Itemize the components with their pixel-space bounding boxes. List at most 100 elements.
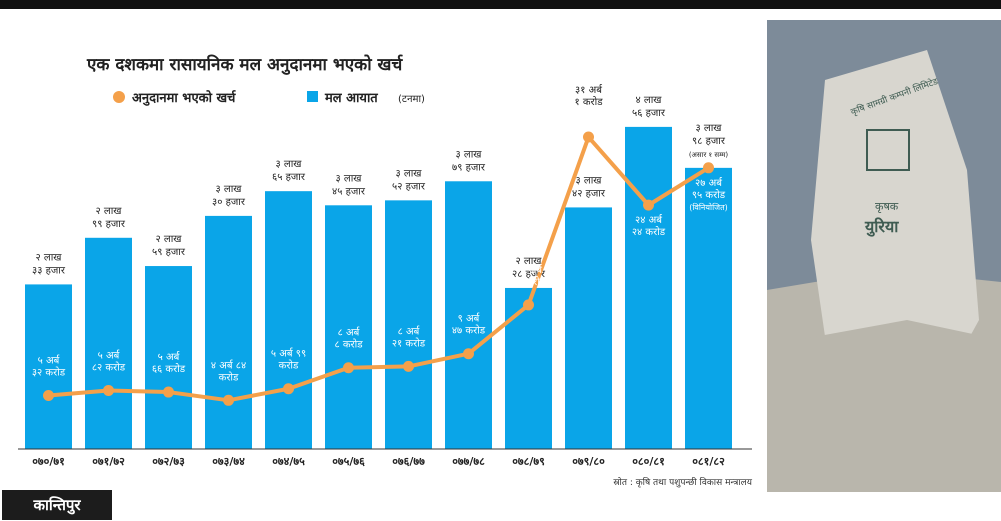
legend: अनुदानमा भएको खर्च मल आयात (टनमा) — [113, 90, 425, 106]
line-data-label: ८ अर्ब — [338, 327, 361, 339]
line-point — [343, 362, 354, 374]
legend-marker-bar — [307, 91, 318, 102]
bar — [205, 215, 252, 449]
bar-data-label: ३० हजार — [212, 197, 246, 208]
legend-label-line: अनुदानमा भएको खर्च — [132, 90, 236, 106]
line-data-label: करोड — [219, 371, 239, 383]
bar — [685, 167, 732, 450]
line-data-label: १ करोड — [574, 96, 603, 108]
line-data-label: ६६ करोड — [152, 363, 186, 375]
x-tick-label: ०७२/७३ — [152, 455, 185, 468]
line-data-label: ५ अर्ब — [158, 351, 181, 363]
line-data-label: ८२ करोड — [92, 361, 126, 373]
bar — [145, 266, 192, 449]
line-series-path — [48, 135, 710, 403]
bar-data-label: ७९ हजार — [452, 162, 486, 173]
bar-data-label: ३ लाख — [336, 173, 363, 184]
line-data-label: २१ करोड — [392, 337, 426, 349]
bar-data-label: ५९ हजार — [152, 247, 186, 258]
line-data-label: १४ अर्ब — [515, 264, 543, 276]
x-tick-label: ०७०/७१ — [32, 455, 65, 468]
line-point — [523, 299, 534, 311]
line-point — [43, 389, 54, 401]
bar — [625, 126, 672, 450]
bar-data-label: ६५ हजार — [272, 172, 306, 183]
line-data-label: ४७ करोड — [452, 325, 486, 337]
bar-data-label: ३ लाख — [276, 159, 303, 170]
line-data-label: ४ अर्ब ८४ — [211, 359, 246, 371]
sack-text-brand: कृषक — [875, 200, 899, 213]
sack-front — [787, 320, 1001, 492]
line-data-label: ९ अर्ब — [458, 313, 481, 325]
bar — [565, 207, 612, 449]
line-point — [283, 383, 294, 395]
line-point — [163, 386, 174, 398]
x-tick-label: ०७६/७७ — [392, 455, 425, 468]
line-data-label: ३१ अर्ब — [575, 84, 603, 96]
line-data-label: ९५ करोड — [692, 189, 726, 201]
brand-logo: कान्तिपुर — [2, 490, 112, 520]
x-tick-label: ०७१/७२ — [92, 455, 125, 468]
chart-marks: २ लाख ३३ हजार ०७०/७१ २ लाख ९९ हजार ०७१/७२ २ ला… — [18, 84, 752, 468]
bar-data-label: ५२ हजार — [392, 181, 426, 192]
bar-data-label: ४ लाख — [636, 95, 663, 106]
bar-data-label: ९८ हजार — [692, 136, 726, 147]
legend-marker-line — [113, 91, 125, 103]
chart: एक दशकमा रासायनिक मल अनुदानमा भएको खर्च … — [18, 54, 753, 488]
line-point — [463, 348, 474, 360]
urea-sacks-photo: कृषि सामग्री कम्पनी लिमिटेड कृषक युरिया — [767, 20, 1001, 492]
line-point — [103, 384, 114, 396]
bar-data-label: ३ लाख — [456, 149, 483, 160]
x-tick-label: ०८१/८२ — [692, 455, 725, 468]
bar-data-label: ३ लाख — [216, 184, 243, 195]
bar-data-label: २ लाख — [96, 206, 123, 217]
legend-unit: (टनमा) — [398, 94, 425, 105]
x-tick-label: ०७७/७८ — [452, 455, 485, 468]
bar-data-label: २ लाख — [516, 256, 543, 267]
bar-data-label: ५६ हजार — [632, 108, 666, 119]
bar-data-label: ४२ हजार — [572, 188, 606, 199]
line-data-label: ३२ करोड — [512, 276, 546, 288]
line-point — [403, 360, 414, 372]
bar-data-label: ४५ हजार — [332, 186, 366, 197]
line-point — [583, 131, 594, 143]
bar — [325, 205, 372, 449]
x-tick-label: ०८०/८१ — [632, 455, 665, 468]
line-data-label: ५ अर्ब ९९ — [271, 348, 306, 360]
line-point — [223, 394, 234, 406]
x-tick-label: ०७४/७५ — [272, 455, 305, 468]
bar-data-label: ९९ हजार — [92, 219, 126, 230]
x-tick-label: ०७३/७४ — [212, 455, 245, 468]
line-point — [643, 199, 654, 211]
sack-emblem — [866, 129, 910, 171]
bar-data-label: २ लाख — [156, 234, 183, 245]
line-data-label: ८ अर्ब — [398, 325, 421, 337]
line-data-label: ५ अर्ब — [38, 354, 61, 366]
bar-data-label: ३ लाख — [396, 168, 423, 179]
bar-data-label: ३३ हजार — [32, 265, 66, 276]
line-data-label: ३२ करोड — [32, 366, 66, 378]
x-tick-label: ०७८/७९ — [512, 455, 545, 468]
sack-main — [811, 50, 979, 360]
line-data-label: करोड — [279, 360, 299, 372]
bar — [505, 287, 552, 449]
bar-data-label: (असार १ सम्म) — [689, 151, 729, 159]
sack-text-product: युरिया — [864, 217, 899, 237]
legend-label-bar: मल आयात — [324, 91, 378, 106]
line-data-label: (विनियोजित) — [689, 202, 728, 212]
bar — [25, 284, 72, 449]
bar — [445, 181, 492, 449]
x-tick-label: ०७९/८० — [572, 455, 605, 468]
bar-data-label: ३ लाख — [696, 123, 723, 134]
bar — [265, 191, 312, 449]
source-note: स्रोत : कृषि तथा पशुपन्छी विकास मन्त्राल… — [613, 476, 752, 488]
bar-data-label: ३ लाख — [576, 175, 603, 186]
bar — [85, 237, 132, 449]
x-tick-label: ०७५/७६ — [332, 455, 365, 468]
line-data-label: ५ अर्ब — [98, 349, 121, 361]
top-bar — [0, 0, 1001, 9]
bar-data-label: २८ हजार — [512, 269, 546, 280]
line-data-label: २७ अर्ब — [695, 177, 723, 189]
line-data-label: २४ करोड — [632, 226, 666, 238]
chart-title: एक दशकमा रासायनिक मल अनुदानमा भएको खर्च — [86, 54, 403, 75]
